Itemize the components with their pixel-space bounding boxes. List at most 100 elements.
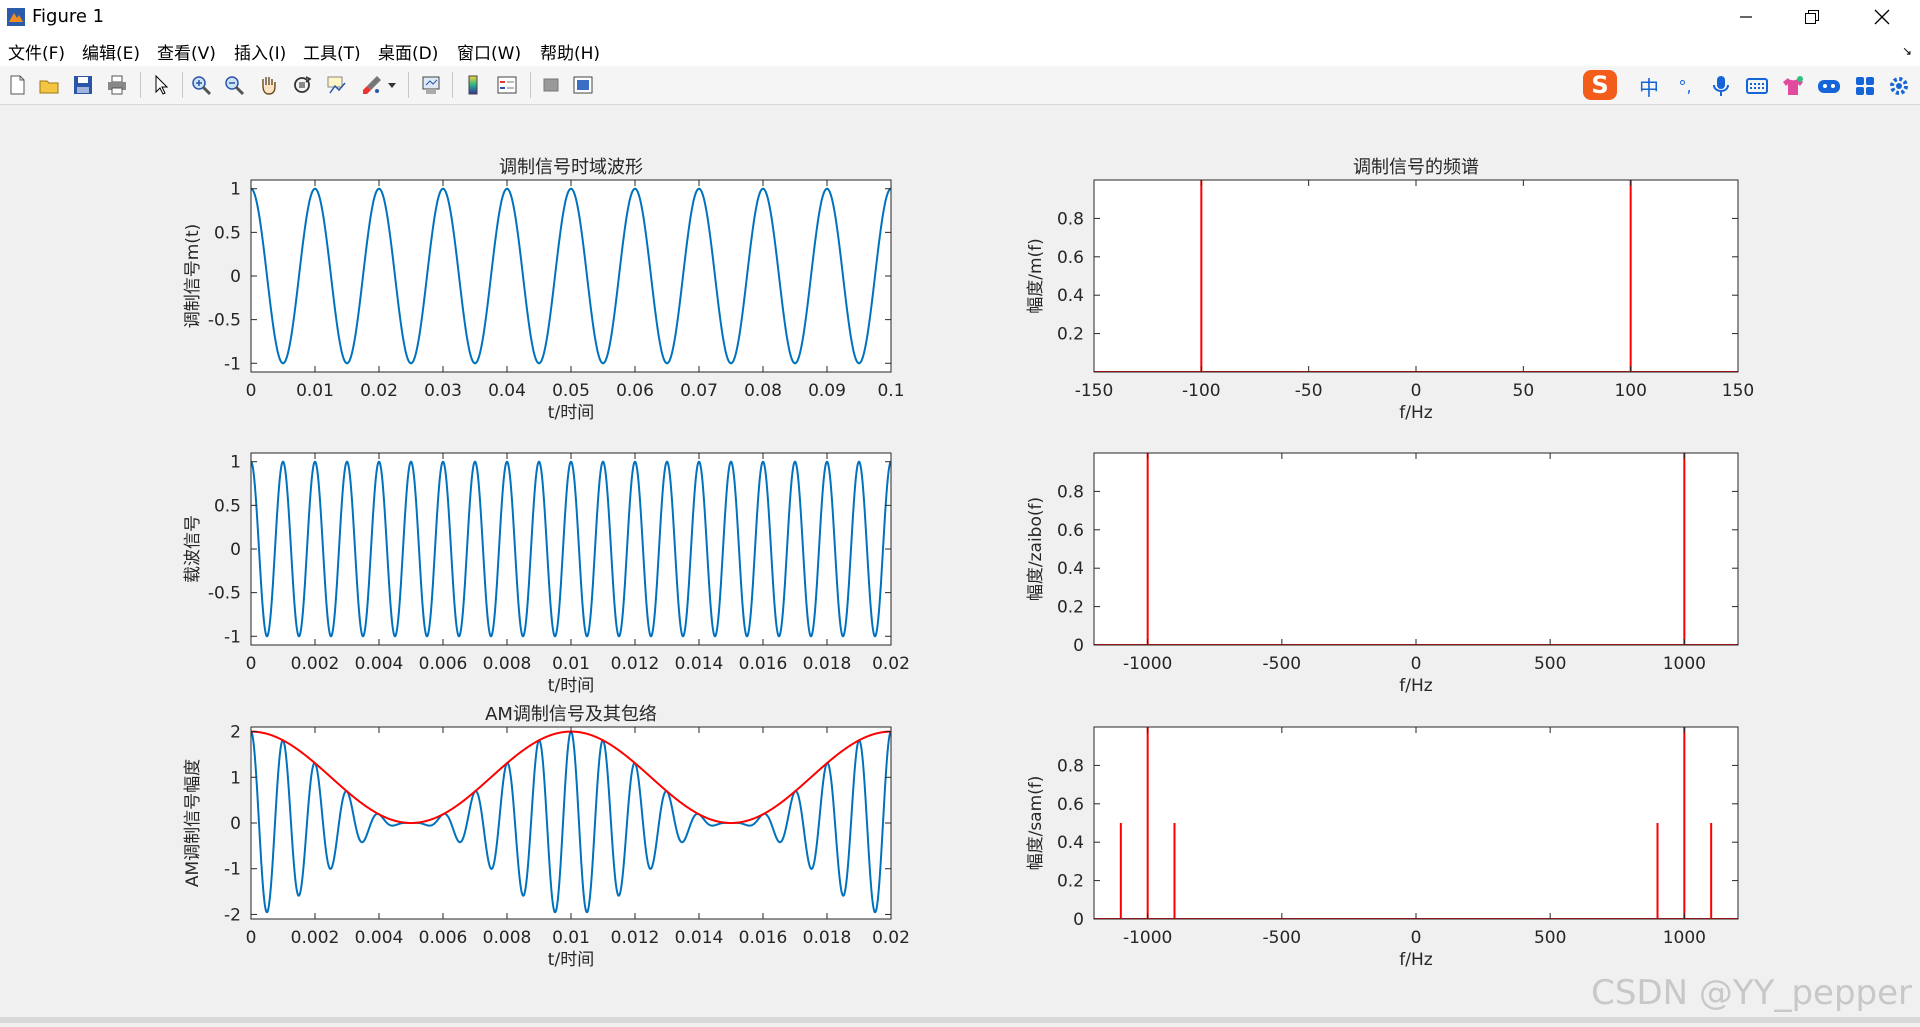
menu-tools[interactable]: 工具(T) [303, 44, 361, 64]
x-tick-label: 0.012 [611, 928, 660, 948]
axes-background [251, 453, 891, 645]
ime-chinese-mode[interactable]: 中 [1639, 75, 1659, 100]
y-tick-label: -0.5 [208, 584, 241, 604]
minimize-icon [1740, 16, 1752, 18]
settings-gear-icon[interactable] [1886, 74, 1912, 98]
window-title: Figure 1 [32, 6, 105, 27]
y-tick-label: 0 [1073, 910, 1084, 930]
series-line-0 [251, 187, 891, 365]
menu-insert[interactable]: 插入(I) [234, 44, 287, 64]
toolbar-separator [530, 72, 531, 98]
close-button[interactable] [1853, 0, 1911, 34]
zoom-out-icon[interactable] [221, 72, 247, 98]
legend-icon[interactable] [494, 72, 520, 98]
brush-dropdown-icon[interactable] [386, 72, 398, 98]
menu-window[interactable]: 窗口(W) [457, 44, 522, 64]
colorbar-icon[interactable] [460, 72, 486, 98]
title-bar: Figure 1 [0, 0, 1920, 34]
y-tick-label: 0.4 [1057, 559, 1084, 579]
skin-shirt-icon[interactable] [1780, 74, 1806, 98]
menu-edit[interactable]: 编辑(E) [82, 44, 141, 64]
x-tick-label: 0.008 [483, 654, 532, 674]
x-axis-label: f/Hz [1399, 676, 1432, 696]
keyboard-icon[interactable] [1744, 74, 1770, 98]
x-tick-label: 0.016 [739, 928, 788, 948]
x-tick-label: -50 [1295, 381, 1323, 401]
brush-icon[interactable] [359, 72, 385, 98]
x-tick-label: 1000 [1663, 928, 1706, 948]
open-file-icon[interactable] [36, 72, 62, 98]
y-tick-label: 0.2 [1057, 325, 1084, 345]
hide-plot-tools-icon[interactable] [538, 72, 564, 98]
x-tick-label: 0.006 [419, 928, 468, 948]
save-icon[interactable] [70, 72, 96, 98]
link-plot-icon[interactable] [418, 72, 444, 98]
print-icon[interactable] [104, 72, 130, 98]
x-tick-label: 100 [1614, 381, 1646, 401]
plot-area [251, 187, 891, 365]
figure-canvas: 0 0.01 0.02 0.03 0.04 0.05 0.06 0.07 0.08 0.09 0.1… [0, 105, 1920, 1023]
x-axis-label: f/Hz [1399, 403, 1432, 423]
toolbar-separator [140, 72, 141, 98]
x-tick-label: 0 [1411, 654, 1422, 674]
y-tick-label: 0.6 [1057, 248, 1084, 268]
data-cursor-icon[interactable] [323, 72, 349, 98]
y-tick-label: 0.2 [1057, 598, 1084, 618]
x-tick-label: 0.012 [611, 654, 660, 674]
toolbox-grid-icon[interactable] [1852, 74, 1878, 98]
dock-arrow-icon[interactable]: ↘ [1901, 44, 1912, 58]
toolbar-separator [182, 72, 183, 98]
y-tick-label: 1 [230, 768, 241, 788]
menu-file[interactable]: 文件(F) [8, 44, 66, 64]
x-tick-label: 0.014 [675, 928, 724, 948]
ime-punctuation[interactable]: °, [1678, 76, 1692, 96]
y-tick-label: -2 [224, 905, 241, 925]
y-tick-label: 0.8 [1057, 209, 1084, 229]
menu-view[interactable]: 查看(V) [157, 44, 216, 64]
axes-background [251, 727, 891, 919]
x-tick-label: 0.02 [872, 928, 910, 948]
toolbar-separator [452, 72, 453, 98]
x-tick-label: 0.08 [744, 381, 782, 401]
axes-background [251, 180, 891, 372]
rotate-3d-icon[interactable] [289, 72, 315, 98]
x-tick-label: 0.04 [488, 381, 526, 401]
y-tick-label: 0.6 [1057, 795, 1084, 815]
axes-title: 调制信号的频谱 [1353, 157, 1479, 178]
plot-area [1094, 453, 1738, 645]
y-tick-label: -0.5 [208, 311, 241, 331]
x-tick-label: 0.006 [419, 654, 468, 674]
microphone-icon[interactable] [1708, 74, 1734, 98]
pan-hand-icon[interactable] [255, 72, 281, 98]
y-tick-label: 0.5 [214, 496, 241, 516]
select-arrow-icon[interactable] [148, 72, 174, 98]
plot-area [251, 460, 891, 638]
y-tick-label: 0 [1073, 636, 1084, 656]
x-tick-label: 50 [1513, 381, 1535, 401]
x-tick-label: 1000 [1663, 654, 1706, 674]
show-plot-tools-icon[interactable] [570, 72, 596, 98]
y-axis-label: 调制信号m(t) [183, 224, 203, 329]
x-tick-label: 0.01 [552, 928, 590, 948]
minimize-button[interactable] [1717, 0, 1775, 34]
x-tick-label: 0.014 [675, 654, 724, 674]
x-tick-label: 0 [246, 381, 257, 401]
menu-desktop[interactable]: 桌面(D) [378, 44, 439, 64]
figure-toolbar: S 中 °, [0, 66, 1920, 105]
new-figure-icon[interactable] [4, 72, 30, 98]
x-axis-label: t/时间 [548, 403, 594, 423]
menu-help[interactable]: 帮助(H) [540, 44, 601, 64]
y-axis-label: 幅度/zaibo(f) [1026, 497, 1046, 601]
axes-background [1094, 180, 1738, 372]
game-controller-icon[interactable] [1816, 74, 1842, 98]
x-tick-label: 0.016 [739, 654, 788, 674]
zoom-in-icon[interactable] [188, 72, 214, 98]
sogou-ime-logo-icon[interactable]: S [1580, 68, 1620, 102]
x-tick-label: 0.05 [552, 381, 590, 401]
menu-bar: 文件(F) 编辑(E) 查看(V) 插入(I) 工具(T) 桌面(D) 窗口(W… [0, 34, 1920, 66]
x-tick-label: 0.02 [872, 654, 910, 674]
x-tick-label: 150 [1722, 381, 1754, 401]
x-tick-label: 0.07 [680, 381, 718, 401]
x-tick-label: 0 [246, 928, 257, 948]
restore-button[interactable] [1783, 0, 1841, 34]
